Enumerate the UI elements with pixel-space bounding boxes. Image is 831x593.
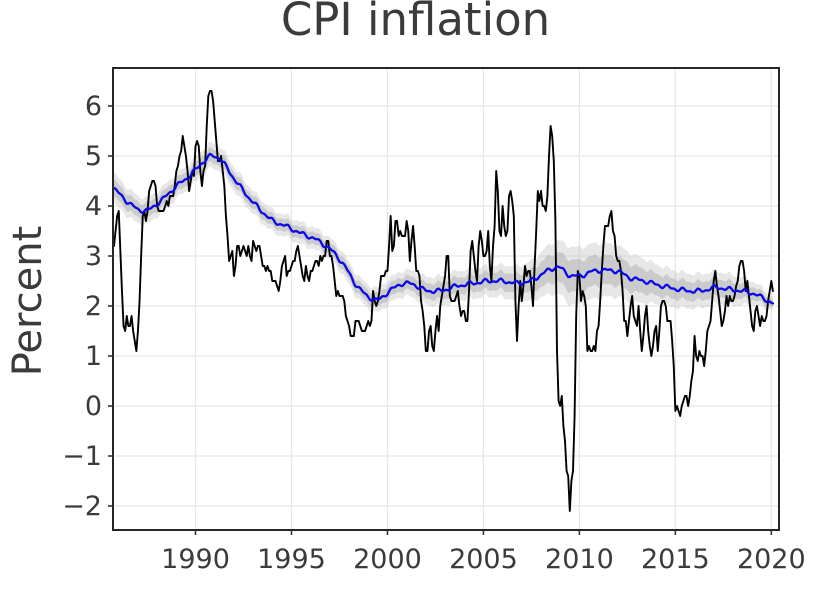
y-tick-label: 5: [85, 141, 102, 172]
uncertainty-band-inner: [113, 146, 773, 308]
y-tick-label: 6: [85, 91, 102, 122]
y-tick-label: 0: [85, 391, 102, 422]
x-tick-label: 2010: [545, 544, 614, 575]
y-tick-label: −2: [62, 491, 102, 522]
axes-frame: [112, 67, 780, 531]
y-tick-label: 2: [85, 291, 102, 322]
x-tick-label: 1990: [161, 544, 230, 575]
chart-title: CPI inflation: [280, 0, 551, 46]
x-tick-label: 1995: [257, 544, 326, 575]
x-tick-label: 2020: [737, 544, 806, 575]
trend-estimate-line: [112, 152, 775, 305]
y-tick-label: 3: [85, 241, 102, 272]
y-tick-label: −1: [62, 441, 102, 472]
y-tick-label: 4: [85, 191, 102, 222]
x-tick-label: 2000: [353, 544, 422, 575]
x-tick-label: 2015: [641, 544, 710, 575]
y-tick-label: 1: [85, 341, 102, 372]
x-tick-label: 2005: [449, 544, 518, 575]
cpi-inflation-line: [113, 90, 774, 512]
